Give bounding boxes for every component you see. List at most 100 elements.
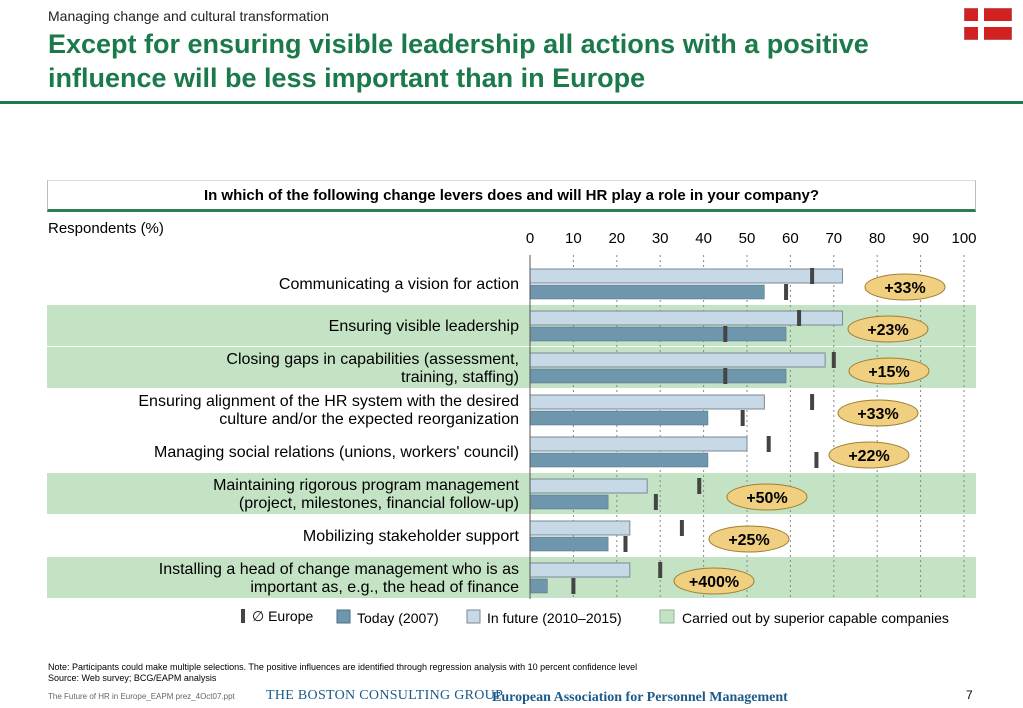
growth-bubble-label: +33%	[884, 280, 925, 297]
eapm-logo: European Association for Personnel Manag…	[492, 690, 788, 705]
legend-superior-swatch	[659, 609, 675, 624]
bar-future	[529, 478, 648, 494]
europe-marker-future	[797, 310, 802, 326]
europe-marker-future	[810, 268, 815, 284]
tick-label: 20	[608, 230, 625, 247]
europe-marker-future	[766, 436, 771, 452]
category-label: (project, milestones, financial follow-u…	[239, 495, 519, 512]
europe-marker-today	[723, 368, 728, 384]
bar-future	[529, 268, 843, 284]
tick-label: 60	[782, 230, 799, 247]
category-label: Communicating a vision for action	[279, 276, 519, 293]
growth-bubble-label: +22%	[848, 448, 889, 465]
growth-bubble-label: +25%	[728, 532, 769, 549]
tick-label: 70	[825, 230, 842, 247]
growth-bubble-shape	[837, 399, 919, 427]
bar-today	[529, 326, 787, 342]
legend-superior-label: Carried out by superior capable companie…	[682, 610, 949, 626]
change-levers-chart: 0 10 20 30 40 50 60 70 80 90 100 Communicating a vi…	[47, 230, 977, 626]
survey-question: In which of the following change levers …	[47, 180, 976, 212]
bar-today	[529, 536, 609, 552]
category-label: Ensuring alignment of the HR system with…	[138, 393, 519, 410]
bar-future	[529, 352, 826, 368]
legend-europe-swatch	[241, 609, 245, 623]
growth-bubble: +33%	[864, 273, 946, 301]
bar-future	[529, 562, 631, 578]
tick-label: 40	[695, 230, 712, 247]
section-kicker: Managing change and cultural transformat…	[48, 8, 329, 24]
europe-marker-today	[723, 326, 728, 342]
tick-label: 50	[739, 230, 756, 247]
denmark-flag-icon	[964, 8, 1012, 40]
category-label: Maintaining rigorous program management	[213, 477, 519, 494]
europe-marker-future	[831, 352, 836, 368]
tick-label: 30	[652, 230, 669, 247]
superior-row-highlight	[47, 557, 976, 598]
growth-bubble-shape	[726, 483, 808, 511]
growth-bubble: +25%	[708, 525, 790, 553]
growth-bubble-label: +50%	[746, 490, 787, 507]
growth-bubble-shape	[673, 567, 755, 595]
page-title: Except for ensuring visible leadership a…	[48, 29, 869, 93]
europe-marker-today	[571, 578, 576, 594]
tick-label: 100	[951, 230, 976, 247]
bar-future	[529, 394, 765, 410]
bar-today	[529, 452, 709, 468]
tick-label: 90	[912, 230, 929, 247]
bar-today	[529, 578, 548, 594]
category-label: culture and/or the expected reorganizati…	[219, 411, 519, 428]
growth-bubble-shape	[828, 441, 910, 469]
category-label: training, staffing)	[401, 369, 519, 386]
growth-bubble-shape	[864, 273, 946, 301]
growth-bubble: +33%	[837, 399, 919, 427]
category-label: Installing a head of change management w…	[159, 561, 519, 578]
europe-marker-future	[697, 478, 702, 494]
growth-bubble: +22%	[828, 441, 910, 469]
bar-today	[529, 368, 787, 384]
growth-bubble-label: +23%	[867, 322, 908, 339]
legend-today-label: Today (2007)	[357, 610, 439, 626]
category-label: important as, e.g., the head of finance	[250, 579, 519, 596]
growth-bubble: +50%	[726, 483, 808, 511]
bar-today	[529, 410, 709, 426]
file-name: The Future of HR in Europe_EAPM prez_4Oc…	[48, 692, 235, 701]
legend: ∅ Europe Today (2007) In future (2010–2015…	[241, 608, 949, 626]
growth-bubble-label: +33%	[857, 406, 898, 423]
legend-future-label: In future (2010–2015)	[487, 610, 622, 626]
category-label: Closing gaps in capabilities (assessment…	[226, 351, 519, 368]
bar-future	[529, 520, 631, 536]
europe-marker-future	[810, 394, 815, 410]
category-label: Ensuring visible leadership	[329, 318, 519, 335]
growth-bubble: +23%	[847, 315, 929, 343]
europe-marker-future	[679, 520, 684, 536]
europe-marker-today	[740, 410, 745, 426]
europe-marker-today	[653, 494, 658, 510]
bar-future	[529, 310, 843, 326]
category-label: Managing social relations (unions, worke…	[154, 444, 519, 461]
bar-today	[529, 284, 765, 300]
europe-marker-today	[623, 536, 628, 552]
note-text: Note: Participants could make multiple s…	[48, 662, 638, 672]
bar-today	[529, 494, 609, 510]
tick-label: 10	[565, 230, 582, 247]
growth-bubble: +400%	[673, 567, 755, 595]
growth-bubble: +15%	[848, 357, 930, 385]
title-divider	[0, 101, 1023, 104]
page-number: 7	[966, 688, 973, 702]
tick-label: 80	[869, 230, 886, 247]
growth-bubble-label: +400%	[689, 574, 739, 591]
tick-label: 0	[526, 230, 534, 247]
source-text: Source: Web survey; BCG/EAPM analysis	[48, 673, 217, 683]
legend-today-swatch	[336, 609, 351, 624]
footnote: Note: Participants could make multiple s…	[48, 662, 637, 684]
legend-europe-label: ∅ Europe	[252, 608, 313, 624]
superior-row-highlight	[47, 473, 976, 514]
respondents-label: Respondents (%)	[48, 220, 164, 237]
growth-bubble-shape	[847, 315, 929, 343]
europe-marker-future	[658, 562, 663, 578]
bar-future	[529, 436, 748, 452]
growth-bubble-label: +15%	[868, 364, 909, 381]
europe-marker-today	[784, 284, 789, 300]
bcg-logo: THE BOSTON CONSULTING GROUP	[266, 688, 504, 703]
legend-future-swatch	[466, 609, 481, 624]
